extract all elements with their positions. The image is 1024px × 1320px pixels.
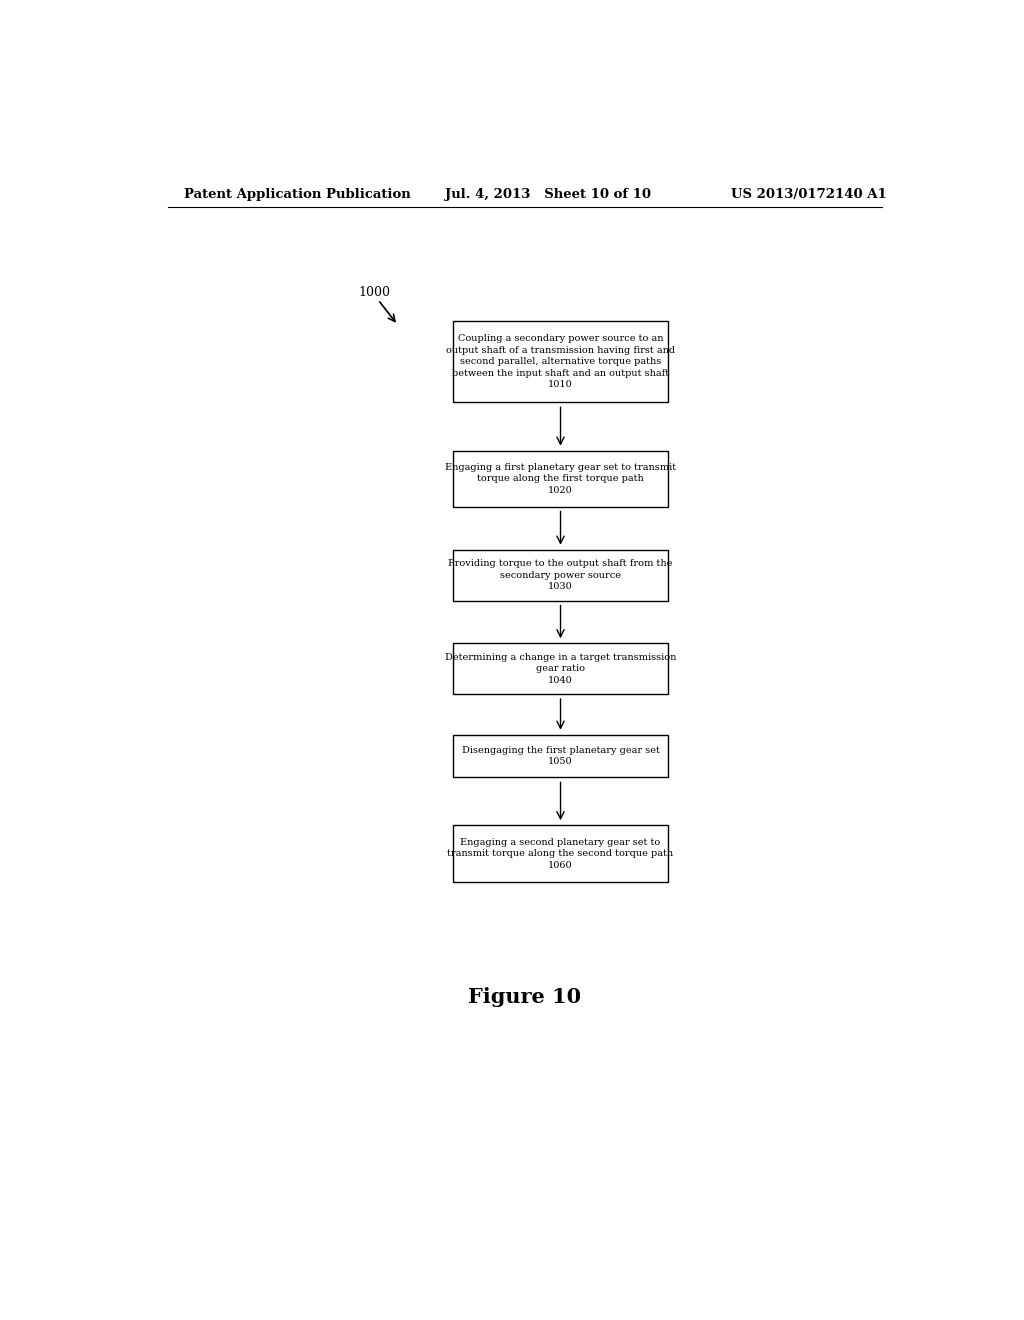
FancyBboxPatch shape bbox=[454, 321, 668, 403]
FancyBboxPatch shape bbox=[454, 825, 668, 882]
Text: Determining a change in a target transmission
gear ratio
1040: Determining a change in a target transmi… bbox=[444, 652, 676, 685]
FancyBboxPatch shape bbox=[454, 735, 668, 777]
Text: Figure 10: Figure 10 bbox=[468, 987, 582, 1007]
Text: Disengaging the first planetary gear set
1050: Disengaging the first planetary gear set… bbox=[462, 746, 659, 767]
Text: Providing torque to the output shaft from the
secondary power source
1030: Providing torque to the output shaft fro… bbox=[449, 560, 673, 591]
FancyBboxPatch shape bbox=[454, 549, 668, 601]
Text: Coupling a secondary power source to an
output shaft of a transmission having fi: Coupling a secondary power source to an … bbox=[445, 334, 675, 389]
Text: US 2013/0172140 A1: US 2013/0172140 A1 bbox=[731, 189, 887, 202]
Text: Engaging a second planetary gear set to
transmit torque along the second torque : Engaging a second planetary gear set to … bbox=[447, 838, 674, 870]
Text: Patent Application Publication: Patent Application Publication bbox=[183, 189, 411, 202]
Text: Jul. 4, 2013   Sheet 10 of 10: Jul. 4, 2013 Sheet 10 of 10 bbox=[445, 189, 651, 202]
FancyBboxPatch shape bbox=[454, 643, 668, 694]
FancyBboxPatch shape bbox=[454, 450, 668, 507]
Text: Engaging a first planetary gear set to transmit
torque along the first torque pa: Engaging a first planetary gear set to t… bbox=[445, 462, 676, 495]
Text: 1000: 1000 bbox=[358, 286, 390, 300]
